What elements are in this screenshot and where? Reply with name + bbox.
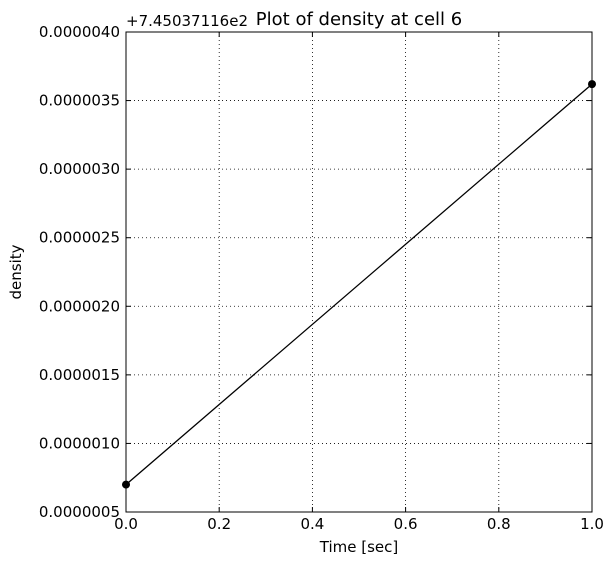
grid-lines — [126, 32, 592, 512]
y-tick-label: 0.0000020 — [39, 297, 120, 315]
y-tick-label: 0.0000030 — [39, 160, 120, 178]
y-tick-labels: 0.0000005 0.0000010 0.0000015 0.0000020 0.00… — [39, 23, 120, 521]
y-offset-label: +7.45037116e2 — [126, 12, 248, 30]
x-tick-label: 1.0 — [580, 515, 604, 533]
series-layer — [122, 80, 596, 489]
y-tick-label: 0.0000015 — [39, 366, 120, 384]
tick-marks — [125, 31, 593, 513]
series-line — [125, 83, 593, 486]
x-axis-label: Time [sec] — [319, 538, 398, 556]
plot-frame — [125, 31, 593, 513]
y-tick-label: 0.0000040 — [39, 23, 120, 41]
y-axis-label: density — [7, 244, 25, 299]
x-tick-label: 0.0 — [114, 515, 138, 533]
x-tick-labels: 0.0 0.2 0.4 0.6 0.8 1.0 — [114, 515, 604, 533]
chart-title: Plot of density at cell 6 — [256, 9, 462, 30]
x-tick-label: 0.2 — [207, 515, 231, 533]
y-tick-label: 0.0000035 — [39, 92, 120, 110]
x-tick-label: 0.8 — [487, 515, 511, 533]
y-tick-label: 0.0000005 — [39, 503, 120, 521]
x-tick-label: 0.6 — [394, 515, 418, 533]
y-tick-label: 0.0000025 — [39, 229, 120, 247]
x-tick-label: 0.4 — [300, 515, 324, 533]
y-tick-label: 0.0000010 — [39, 434, 120, 452]
